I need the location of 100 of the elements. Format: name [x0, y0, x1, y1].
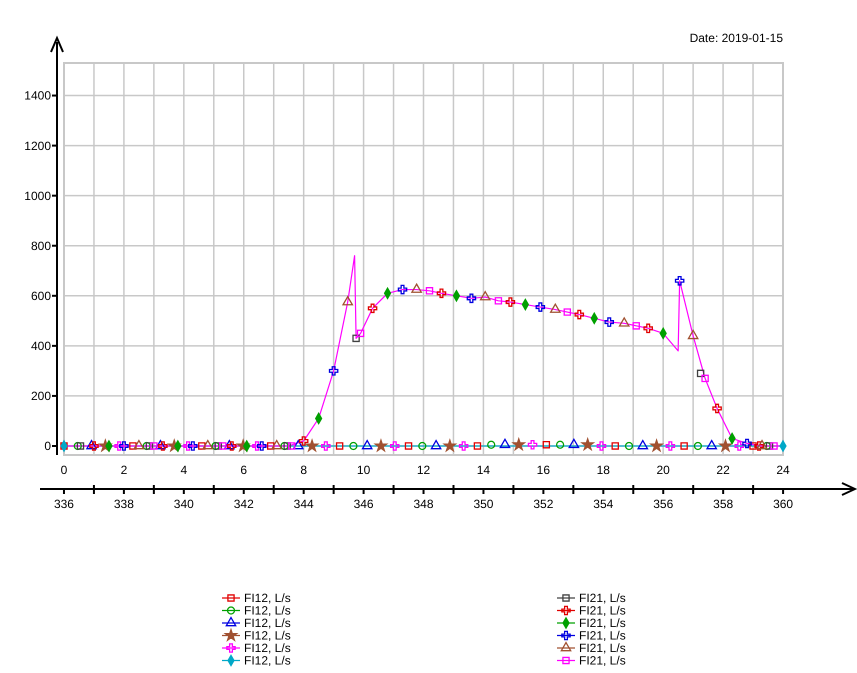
- point: [280, 442, 289, 450]
- point: [224, 440, 235, 450]
- x2-tick-label: 358: [713, 497, 734, 511]
- point: [436, 288, 446, 298]
- x-tick-label: 18: [596, 463, 610, 477]
- legend-label: FI12, L/s: [244, 591, 291, 606]
- point: [604, 317, 614, 327]
- legend-label: FI21, L/s: [579, 628, 626, 643]
- point: [694, 442, 702, 450]
- point: [500, 438, 510, 448]
- point: [418, 442, 426, 450]
- point: [158, 441, 168, 451]
- point: [183, 441, 193, 451]
- x2-tick-label: 340: [174, 497, 194, 511]
- legend-label: FI12, L/s: [244, 641, 291, 656]
- point: [550, 304, 561, 313]
- point: [444, 440, 456, 452]
- point: [506, 297, 516, 307]
- y-tick-label: 1400: [24, 88, 52, 103]
- point: [749, 442, 757, 450]
- point: [226, 441, 237, 451]
- x-tick-label: 16: [536, 463, 550, 477]
- x-tick-label: 8: [300, 463, 308, 477]
- x-tick-label: 2: [120, 463, 128, 477]
- x-tick-label: 0: [60, 463, 68, 477]
- point: [734, 441, 744, 451]
- point: [426, 287, 434, 295]
- point: [202, 440, 214, 450]
- y-tick-label: 200: [30, 389, 52, 404]
- point: [556, 440, 564, 449]
- point: [356, 330, 364, 338]
- x2-tick-label: 342: [234, 497, 254, 511]
- point: [404, 442, 412, 450]
- y-tick-label: 600: [30, 288, 52, 303]
- y-tick-label: 1200: [24, 138, 52, 153]
- x-tick-label: 14: [476, 463, 490, 477]
- point: [349, 442, 358, 450]
- point: [219, 442, 227, 450]
- point: [374, 440, 388, 452]
- point: [336, 442, 344, 450]
- x2-tick-label: 354: [593, 497, 614, 511]
- point: [398, 284, 408, 294]
- x-tick-label: 24: [776, 463, 790, 477]
- point: [146, 442, 154, 450]
- x2-tick-label: 338: [114, 497, 134, 511]
- x2-tick-label: 346: [354, 497, 374, 511]
- point: [596, 441, 606, 451]
- point: [198, 442, 206, 450]
- point: [292, 440, 304, 450]
- point: [211, 442, 220, 450]
- point: [536, 302, 546, 312]
- point: [390, 441, 400, 451]
- point: [528, 440, 538, 450]
- point: [321, 441, 331, 451]
- x2-tick-label: 352: [533, 497, 554, 511]
- point: [283, 442, 291, 450]
- point: [643, 324, 653, 334]
- point: [688, 330, 698, 340]
- point: [624, 442, 634, 450]
- point: [430, 440, 442, 450]
- point: [632, 322, 640, 330]
- point: [266, 442, 274, 450]
- point: [618, 317, 630, 327]
- point: [696, 370, 704, 378]
- x-tick-label: 22: [716, 463, 730, 477]
- legend-label: FI12, L/s: [244, 628, 291, 643]
- point: [256, 441, 267, 451]
- x2-tick-label: 350: [473, 497, 494, 511]
- point: [129, 442, 137, 450]
- legend-label: FI12, L/s: [244, 604, 291, 618]
- x-tick-label: 10: [356, 463, 371, 477]
- legend-label: FI21, L/s: [579, 591, 626, 606]
- point: [89, 441, 99, 451]
- point: [298, 436, 308, 446]
- point: [114, 441, 124, 451]
- legend-label: FI12, L/s: [244, 654, 291, 668]
- point: [494, 297, 502, 305]
- text: Date: 2019-01-15: [690, 31, 784, 45]
- point: [770, 442, 778, 450]
- legend-label: FI21, L/s: [579, 604, 626, 618]
- y-tick-label: 800: [30, 238, 52, 253]
- point: [564, 308, 572, 316]
- point: [119, 441, 129, 451]
- y-tick-label: 1000: [24, 188, 52, 203]
- point: [754, 441, 764, 451]
- x-tick-label: 6: [240, 463, 248, 477]
- point: [252, 441, 262, 451]
- point: [612, 442, 619, 450]
- x-tick-label: 12: [416, 463, 430, 477]
- point: [512, 438, 525, 450]
- point: [86, 440, 97, 450]
- point: [742, 438, 752, 448]
- point: [188, 441, 198, 451]
- point: [134, 440, 144, 450]
- point: [581, 438, 594, 450]
- point: [474, 442, 482, 450]
- y-tick-label: 0: [44, 439, 52, 454]
- x2-tick-label: 348: [414, 497, 434, 511]
- point: [328, 366, 338, 376]
- point: [542, 441, 550, 448]
